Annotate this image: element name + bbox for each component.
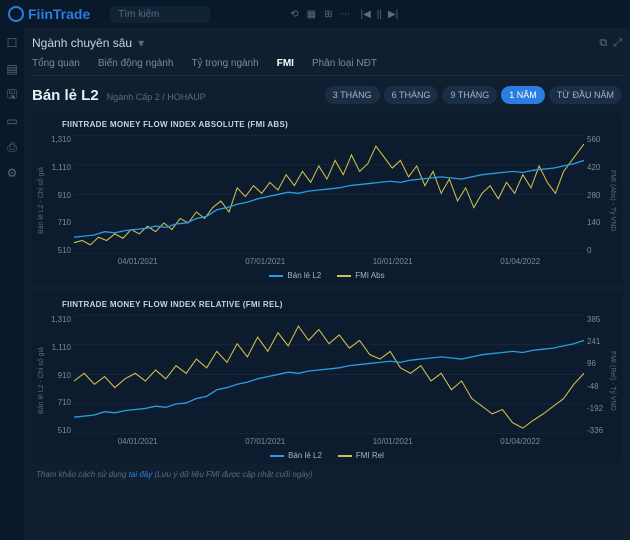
legend-item: Bán lẻ L2	[269, 271, 321, 280]
time-btn-2[interactable]: 9 THÁNG	[442, 86, 497, 104]
chart-rel-title: FIINTRADE MONEY FLOW INDEX RELATIVE (FMI…	[62, 300, 616, 309]
logo[interactable]: FiinTrade	[8, 6, 90, 22]
chart-abs-y-left-label: Bán lẻ L2 - Chỉ số giá	[38, 133, 48, 269]
breadcrumb-text: Ngành chuyên sâu	[32, 36, 132, 50]
page-subtitle: Ngành Cấp 2 / HOHAUP	[107, 92, 206, 102]
footer-link[interactable]: tại đây	[129, 470, 153, 479]
legend-item: FMI Abs	[337, 271, 384, 280]
chart-abs-y-right-label: FMI (Abs) - Tỷ VND	[606, 133, 616, 269]
panel-actions: ⧉ ⤢	[599, 37, 622, 50]
time-btn-4[interactable]: TỪ ĐẦU NĂM	[549, 86, 622, 104]
pause-icon[interactable]: ||	[377, 9, 382, 20]
tab-0[interactable]: Tổng quan	[32, 58, 80, 69]
save-icon[interactable]: 🖫	[5, 88, 19, 102]
legend-item: Bán lẻ L2	[270, 451, 322, 460]
chart-rel-y-left-label: Bán lẻ L2 - Chỉ số giá	[38, 313, 48, 449]
time-btn-0[interactable]: 3 THÁNG	[325, 86, 380, 104]
doc-icon[interactable]: ▭	[5, 114, 19, 128]
dots-icon[interactable]: ⋯	[340, 9, 350, 20]
chevron-down-icon[interactable]: ▾	[138, 36, 144, 50]
prev-icon[interactable]: |◀	[360, 9, 370, 20]
gear-icon[interactable]: ⚙	[5, 166, 19, 180]
apps-icon[interactable]: ⊞	[324, 9, 332, 20]
page-title: Bán lẻ L2	[32, 87, 99, 104]
tabs: Tổng quan Biến động ngành Tỷ trọng ngành FM…	[32, 58, 622, 76]
popout-icon[interactable]: ⧉	[599, 37, 607, 50]
main-panel: Ngành chuyên sâu ▾ ⧉ ⤢ Tổng quan Biến độn…	[24, 28, 630, 540]
next-icon[interactable]: ▶|	[388, 9, 398, 20]
top-icon-group: ⟲ ▦ ⊞ ⋯	[290, 9, 350, 20]
play-controls: |◀ || ▶|	[360, 9, 398, 20]
chart-abs-plot[interactable]: 04/01/202107/01/202110/01/202101/04/2022	[74, 133, 584, 269]
brand-text: FiinTrade	[28, 6, 90, 22]
chart-rel-wrap: Bán lẻ L2 - Chỉ số giá 1,3101,1109107105…	[38, 313, 616, 449]
breadcrumb: Ngành chuyên sâu ▾ ⧉ ⤢	[32, 36, 622, 50]
time-btn-3[interactable]: 1 NĂM	[501, 86, 545, 104]
chart-abs-x-ticks: 04/01/202107/01/202110/01/202101/04/2022	[74, 257, 584, 269]
box-icon[interactable]: ☐	[5, 36, 19, 50]
chart-abs-legend: Bán lẻ L2 FMI Abs	[38, 271, 616, 280]
print-icon[interactable]: ⎙	[5, 140, 19, 154]
footer-pre: Tham khảo cách sử dụng	[36, 470, 129, 479]
footer-post: (Lưu ý dữ liệu FMI được cập nhật cuối ng…	[152, 470, 312, 479]
title-block: Bán lẻ L2 Ngành Cấp 2 / HOHAUP	[32, 87, 206, 104]
chart-panel-rel: FIINTRADE MONEY FLOW INDEX RELATIVE (FMI…	[32, 292, 622, 464]
expand-icon[interactable]: ⤢	[613, 37, 622, 50]
tab-3[interactable]: FMI	[277, 58, 294, 69]
chart-rel-legend: Bán lẻ L2 FMI Rel	[38, 451, 616, 460]
chart-panel-abs: FIINTRADE MONEY FLOW INDEX ABSOLUTE (FMI…	[32, 112, 622, 284]
time-range-buttons: 3 THÁNG6 THÁNG9 THÁNG1 NĂMTỪ ĐẦU NĂM	[325, 86, 622, 104]
chart-abs-title: FIINTRADE MONEY FLOW INDEX ABSOLUTE (FMI…	[62, 120, 616, 129]
search-input[interactable]: Tìm kiếm	[110, 6, 210, 23]
footer-note: Tham khảo cách sử dụng tại đây (Lưu ý dữ…	[36, 470, 622, 479]
sub-header: Bán lẻ L2 Ngành Cấp 2 / HOHAUP 3 THÁNG6 …	[32, 86, 622, 104]
chart-rel-y-left-ticks: 1,3101,110910710510	[48, 313, 74, 449]
tab-1[interactable]: Biến động ngành	[98, 58, 174, 69]
logo-icon	[8, 6, 24, 22]
chart-rel-y-right-ticks: 38524196-48-192-336	[584, 313, 606, 449]
chart-rel-x-ticks: 04/01/202107/01/202110/01/202101/04/2022	[74, 437, 584, 449]
list-icon[interactable]: ▤	[5, 62, 19, 76]
chart-rel-y-right-label: FMI (Rel) - Tỷ VND	[606, 313, 616, 449]
time-btn-1[interactable]: 6 THÁNG	[384, 86, 439, 104]
legend-item: FMI Rel	[338, 451, 384, 460]
tab-2[interactable]: Tỷ trọng ngành	[191, 58, 258, 69]
top-bar: FiinTrade Tìm kiếm ⟲ ▦ ⊞ ⋯ |◀ || ▶|	[0, 0, 630, 28]
grid-icon[interactable]: ▦	[307, 9, 316, 20]
refresh-icon[interactable]: ⟲	[290, 9, 298, 20]
tab-4[interactable]: Phân loại NĐT	[312, 58, 377, 69]
sidebar: ☐ ▤ 🖫 ▭ ⎙ ⚙	[0, 28, 24, 540]
chart-rel-plot[interactable]: 04/01/202107/01/202110/01/202101/04/2022	[74, 313, 584, 449]
chart-abs-y-right-ticks: 5604202801400	[584, 133, 606, 269]
chart-abs-y-left-ticks: 1,3101,110910710510	[48, 133, 74, 269]
chart-abs-wrap: Bán lẻ L2 - Chỉ số giá 1,3101,1109107105…	[38, 133, 616, 269]
